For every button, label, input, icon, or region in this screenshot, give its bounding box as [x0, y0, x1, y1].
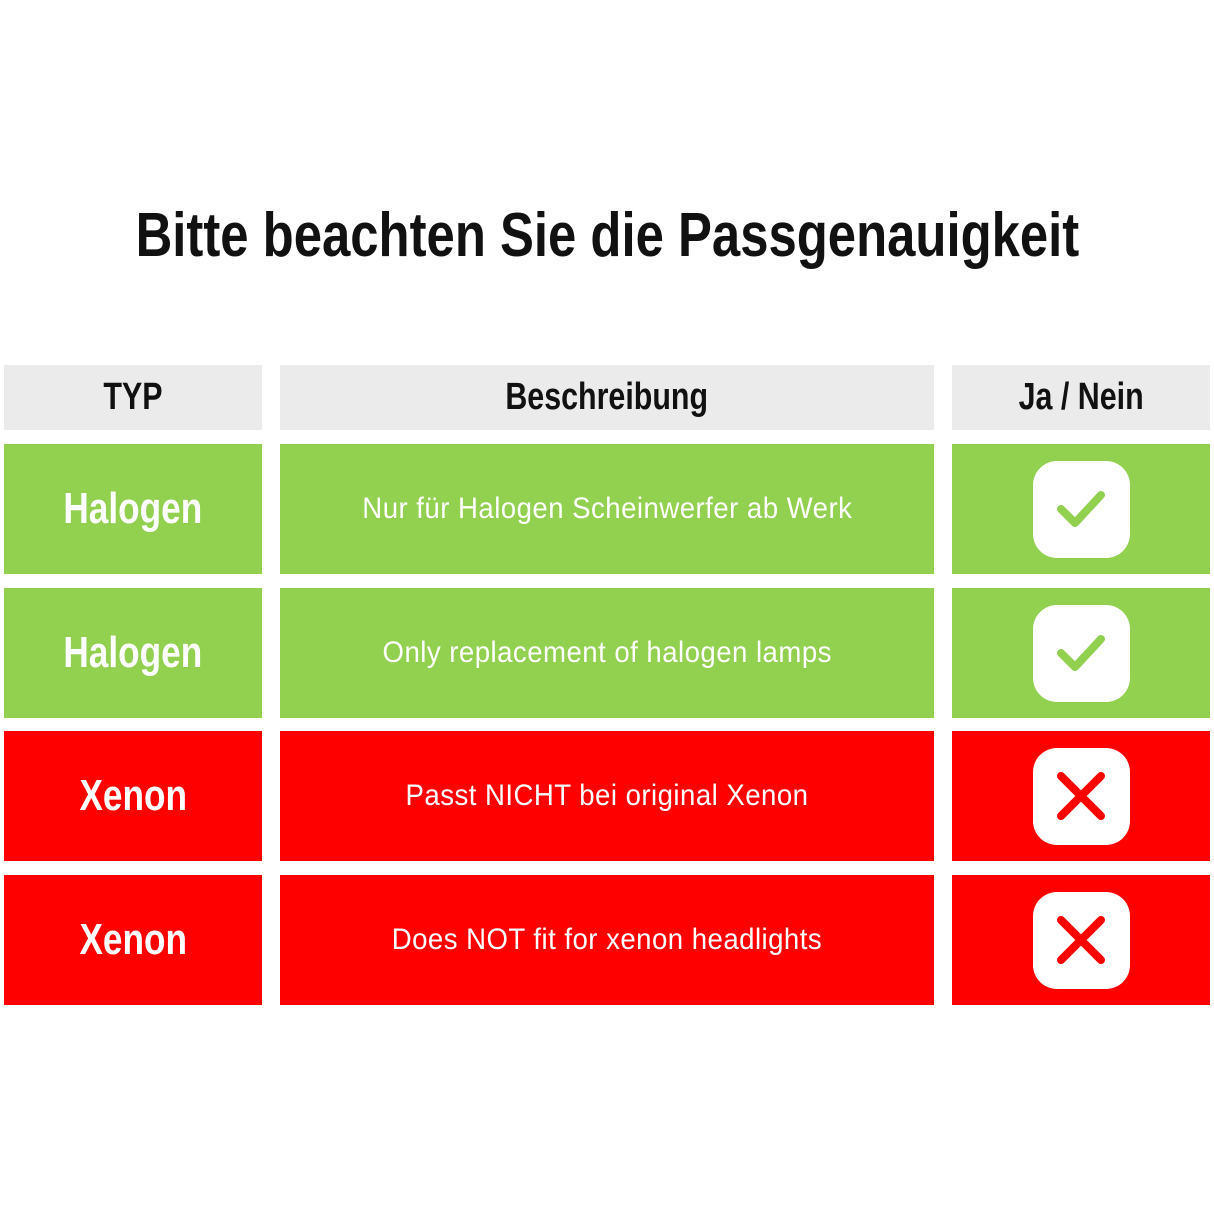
description-label: Nur für Halogen Scheinwerfer ab Werk	[361, 492, 853, 525]
description-label: Does NOT fit for xenon headlights	[391, 923, 823, 956]
cross-icon	[1032, 747, 1130, 845]
cross-icon	[1032, 891, 1130, 989]
check-icon	[1032, 604, 1130, 702]
header-label: TYP	[103, 376, 163, 418]
typ-label: Xenon	[79, 771, 187, 820]
title-text: Bitte beachten Sie die Passgenauigkeit	[135, 201, 1079, 270]
description-label: Passt NICHT bei original Xenon	[405, 779, 809, 812]
table-row-description: Nur für Halogen Scheinwerfer ab Werk	[280, 444, 934, 574]
table-row-typ: Xenon	[4, 731, 262, 861]
header-typ: TYP	[4, 365, 262, 430]
check-icon	[1032, 460, 1130, 558]
table-row-typ: Xenon	[4, 875, 262, 1005]
table-row-description: Passt NICHT bei original Xenon	[280, 731, 934, 861]
table-row-status	[952, 731, 1210, 861]
page-title: Bitte beachten Sie die Passgenauigkeit	[0, 200, 1214, 271]
table-row-typ: Halogen	[4, 444, 262, 574]
header-ja-nein: Ja / Nein	[952, 365, 1210, 430]
header-label: Ja / Nein	[1018, 376, 1144, 418]
table-row-typ: Halogen	[4, 588, 262, 718]
header-beschreibung: Beschreibung	[280, 365, 934, 430]
typ-label: Halogen	[63, 628, 203, 677]
table-row-description: Does NOT fit for xenon headlights	[280, 875, 934, 1005]
table-row-description: Only replacement of halogen lamps	[280, 588, 934, 718]
table-row-status	[952, 444, 1210, 574]
description-label: Only replacement of halogen lamps	[382, 636, 832, 669]
table-row-status	[952, 875, 1210, 1005]
table-row-status	[952, 588, 1210, 718]
header-label: Beschreibung	[505, 376, 709, 418]
typ-label: Xenon	[79, 915, 187, 964]
typ-label: Halogen	[63, 484, 203, 533]
